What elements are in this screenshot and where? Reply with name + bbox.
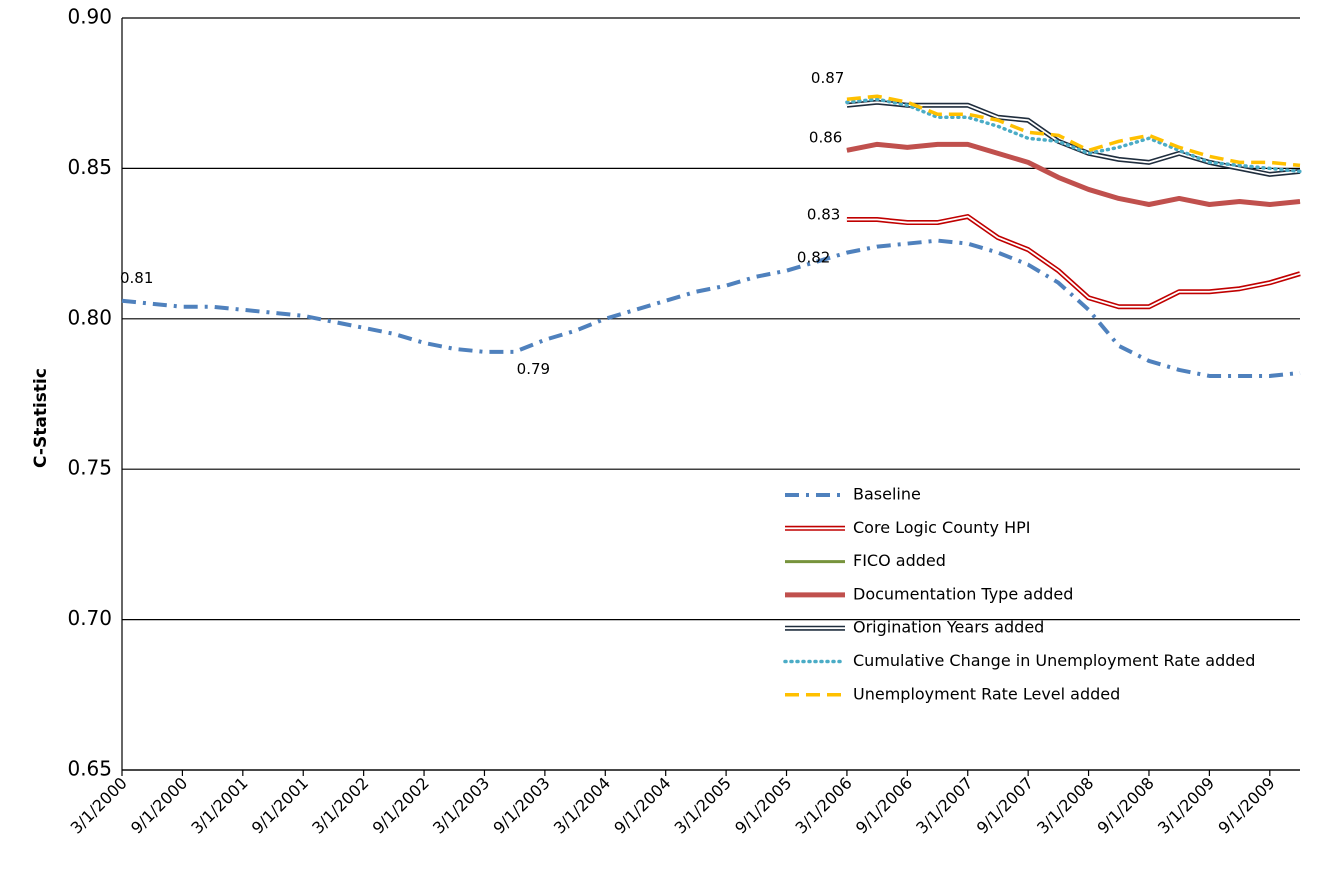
x-tick-label: 3/1/2007 bbox=[912, 773, 976, 837]
value-label: 0.83 bbox=[807, 206, 840, 224]
x-tick-label: 3/1/2009 bbox=[1154, 773, 1218, 837]
x-tick-label: 9/1/2009 bbox=[1214, 773, 1278, 837]
y-tick-label: 0.80 bbox=[67, 305, 112, 329]
legend-label: Cumulative Change in Unemployment Rate a… bbox=[853, 651, 1255, 670]
x-tick-label: 9/1/2004 bbox=[610, 773, 674, 837]
legend-label: Core Logic County HPI bbox=[853, 518, 1031, 537]
legend-label: FICO added bbox=[853, 551, 946, 570]
series-line bbox=[846, 214, 1301, 310]
value-label: 0.82 bbox=[797, 249, 830, 267]
x-tick-label: 3/1/2006 bbox=[792, 773, 856, 837]
x-tick-label: 9/1/2000 bbox=[127, 773, 191, 837]
x-tick-label: 3/1/2005 bbox=[671, 773, 735, 837]
value-label: 0.81 bbox=[120, 269, 153, 287]
y-tick-label: 0.65 bbox=[67, 757, 112, 781]
legend-label: Unemployment Rate Level added bbox=[853, 684, 1120, 703]
x-tick-label: 9/1/2007 bbox=[973, 773, 1037, 837]
x-tick-label: 9/1/2005 bbox=[731, 773, 795, 837]
series-line-inner bbox=[846, 215, 1301, 308]
y-tick-label: 0.85 bbox=[67, 155, 112, 179]
series-line bbox=[846, 142, 1301, 206]
legend-label: Documentation Type added bbox=[853, 584, 1073, 603]
legend-label: Baseline bbox=[853, 485, 921, 504]
y-tick-label: 0.90 bbox=[67, 5, 112, 29]
x-tick-label: 3/1/2008 bbox=[1033, 773, 1097, 837]
x-tick-label: 3/1/2000 bbox=[67, 773, 131, 837]
x-tick-label: 9/1/2008 bbox=[1094, 773, 1158, 837]
x-tick-label: 3/1/2004 bbox=[550, 773, 614, 837]
series-line bbox=[121, 238, 1301, 378]
x-tick-label: 9/1/2006 bbox=[852, 773, 916, 837]
series-line bbox=[846, 94, 1301, 168]
x-tick-label: 3/1/2003 bbox=[429, 773, 493, 837]
x-tick-label: 9/1/2003 bbox=[489, 773, 553, 837]
x-tick-label: 9/1/2001 bbox=[248, 773, 312, 837]
value-label: 0.87 bbox=[811, 69, 844, 87]
value-label: 0.86 bbox=[809, 128, 842, 146]
y-tick-label: 0.75 bbox=[67, 456, 112, 480]
y-tick-label: 0.70 bbox=[67, 606, 112, 630]
series-line bbox=[846, 141, 1301, 207]
y-axis-label: C-Statistic bbox=[31, 368, 51, 468]
legend-label: Origination Years added bbox=[853, 618, 1044, 637]
series-line bbox=[845, 97, 1302, 174]
x-tick-label: 3/1/2001 bbox=[187, 773, 251, 837]
x-tick-label: 3/1/2002 bbox=[308, 773, 372, 837]
x-tick-label: 9/1/2002 bbox=[369, 773, 433, 837]
value-label: 0.79 bbox=[517, 360, 550, 378]
